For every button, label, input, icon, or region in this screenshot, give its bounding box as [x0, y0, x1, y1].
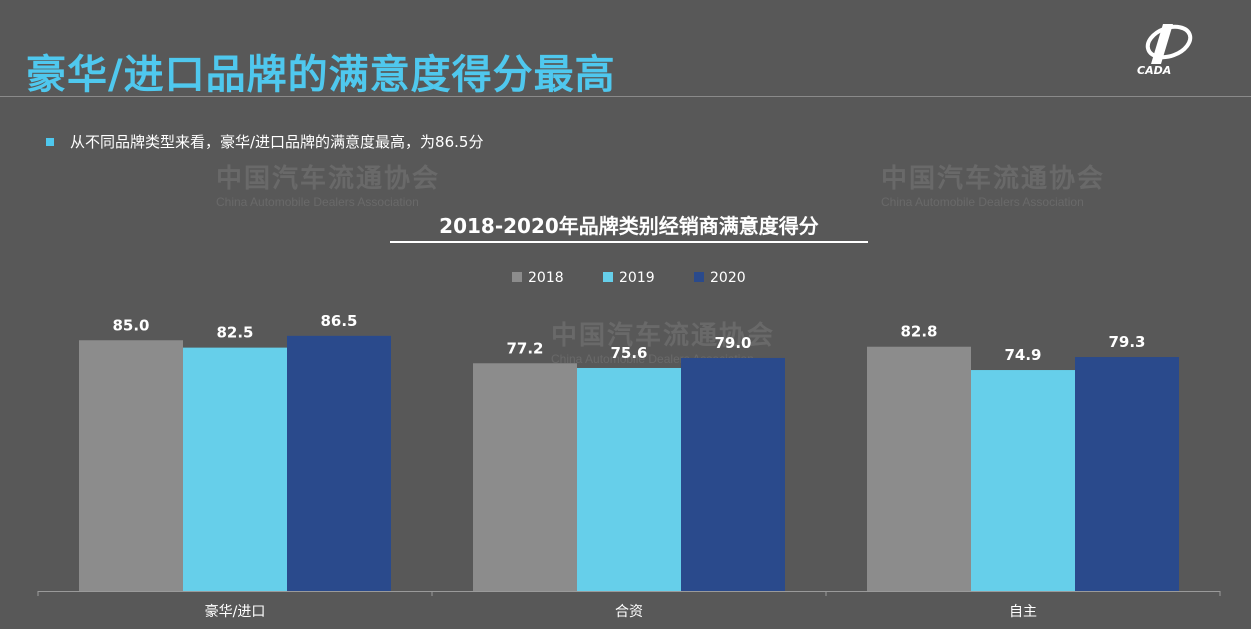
bar-2019 — [577, 367, 681, 591]
data-label: 79.0 — [714, 334, 751, 352]
legend-label: 2020 — [710, 270, 746, 286]
watermark: 中国汽车流通协会 China Automobile Dealers Associ… — [815, 158, 1105, 209]
bar-2018 — [473, 363, 577, 591]
bar-2020 — [287, 335, 391, 591]
data-label: 77.2 — [506, 339, 543, 357]
watermark-en: China Automobile Dealers Association — [216, 195, 419, 209]
legend-label: 2018 — [528, 270, 564, 286]
legend-label: 2019 — [619, 270, 655, 286]
data-label: 85.0 — [112, 316, 149, 334]
summary-bullet: 从不同品牌类型来看，豪华/进口品牌的满意度最高，为86.5分 — [46, 131, 483, 152]
watermark: 中国汽车流通协会 China Automobile Dealers Associ… — [150, 158, 440, 209]
watermark-cn: 中国汽车流通协会 — [881, 164, 1106, 194]
bar-2020 — [681, 357, 785, 591]
bar-2019 — [971, 370, 1075, 591]
data-label: 75.6 — [610, 344, 647, 362]
watermark-cn: 中国汽车流通协会 — [551, 321, 776, 351]
bullet-square-icon — [46, 137, 54, 146]
watermark-en: China Automobile Dealers Association — [881, 195, 1084, 209]
x-tick-label: 自主 — [1009, 604, 1037, 620]
chart-title: 2018-2020年品牌类别经销商满意度得分 — [439, 214, 819, 238]
legend-swatch — [694, 272, 704, 282]
title-divider — [0, 96, 1251, 97]
data-label: 74.9 — [1004, 346, 1041, 364]
watermark-cn: 中国汽车流通协会 — [216, 164, 441, 194]
cada-logo: CADA — [1137, 24, 1193, 77]
data-label: 79.3 — [1108, 333, 1145, 351]
data-label: 86.5 — [320, 312, 357, 330]
data-label: 82.5 — [216, 324, 253, 342]
slide-title: 豪华/进口品牌的满意度得分最高 — [26, 52, 616, 98]
x-tick-label: 合资 — [615, 604, 643, 620]
chart-title-underline — [390, 241, 868, 243]
bar-2020 — [1075, 357, 1179, 591]
legend-swatch — [512, 272, 522, 282]
summary-text: 从不同品牌类型来看，豪华/进口品牌的满意度最高，为86.5分 — [70, 133, 484, 151]
legend-swatch — [603, 272, 613, 282]
bar-2019 — [183, 347, 287, 591]
x-tick-label: 豪华/进口 — [205, 604, 266, 620]
svg-text:CADA: CADA — [1137, 64, 1171, 77]
bar-2018 — [79, 340, 183, 591]
bar-2018 — [867, 346, 971, 591]
data-label: 82.8 — [900, 323, 937, 341]
